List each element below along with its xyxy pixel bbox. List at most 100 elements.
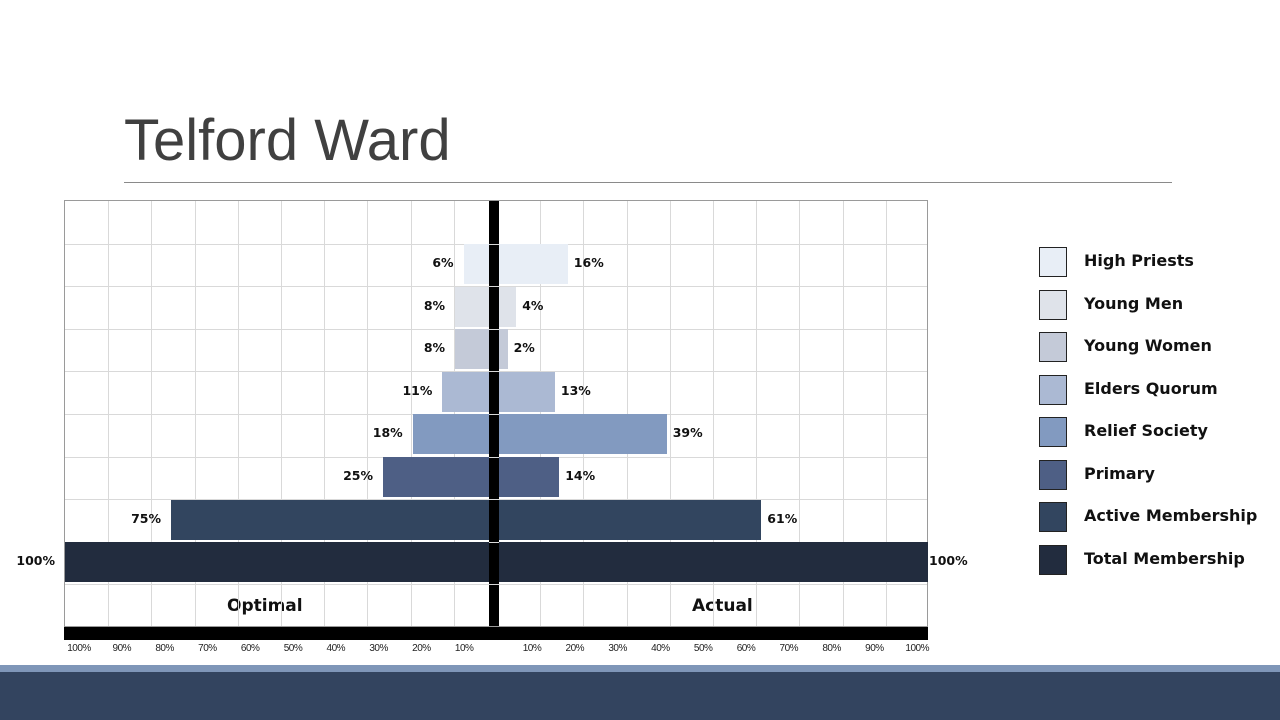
legend-item-high-priests: High Priests — [1039, 247, 1269, 277]
legend-label: Primary — [1084, 463, 1155, 483]
x-axis-bar — [64, 627, 928, 640]
value-label-optimal-primary: 25% — [343, 468, 373, 483]
x-tick-right: 70% — [779, 643, 799, 654]
footer-band — [0, 672, 1280, 720]
gridline-horizontal — [65, 328, 927, 330]
legend-swatch — [1039, 374, 1067, 405]
legend-label: Active Membership — [1084, 506, 1258, 525]
x-tick-left: 10% — [454, 643, 474, 654]
bar-optimal-relief-society — [412, 414, 489, 455]
gridline-vertical — [626, 201, 628, 626]
legend-item-young-women: Young Women — [1039, 332, 1269, 362]
bar-optimal-total-membership — [65, 542, 489, 583]
x-tick-right: 10% — [522, 643, 542, 654]
value-label-actual-high-priests: 16% — [573, 255, 604, 270]
legend-swatch — [1039, 417, 1067, 447]
legend-item-primary: Primary — [1039, 459, 1269, 490]
legend-item-young-men: Young Men — [1039, 289, 1269, 320]
gridline-horizontal — [65, 584, 927, 586]
x-tick-right: 80% — [822, 643, 841, 654]
legend-swatch — [1039, 332, 1067, 362]
value-label-actual-total-membership: 100% — [929, 553, 968, 569]
x-tick-right: 90% — [865, 643, 884, 654]
value-label-actual-young-women: 2% — [513, 340, 535, 356]
x-tick-left: 50% — [283, 643, 303, 654]
gridline-horizontal — [65, 371, 927, 373]
bar-actual-young-men — [499, 286, 517, 327]
legend-swatch — [1039, 247, 1067, 277]
bar-actual-young-women — [499, 329, 508, 370]
value-label-actual-primary: 14% — [565, 468, 596, 483]
gridline-vertical — [669, 201, 671, 626]
x-tick-left: 60% — [240, 643, 260, 654]
bar-optimal-young-women — [455, 329, 489, 370]
bar-actual-primary — [499, 457, 560, 497]
slide-title: Telford Ward — [124, 108, 451, 173]
bar-actual-active-membership — [499, 499, 762, 540]
value-label-optimal-elders-quorum: 11% — [402, 382, 433, 398]
legend-item-elders-quorum: Elders Quorum — [1039, 374, 1269, 405]
legend-label: Young Men — [1084, 293, 1184, 313]
gridline-horizontal — [65, 541, 927, 543]
gridline-vertical — [583, 201, 585, 626]
x-tick-left: 70% — [198, 643, 217, 654]
gridline-vertical — [540, 201, 542, 626]
gridline-vertical — [410, 201, 412, 626]
x-tick-right: 40% — [651, 643, 670, 654]
footer-accent-stripe — [0, 665, 1280, 672]
gridline-horizontal — [65, 414, 927, 415]
bar-actual-high-priests — [499, 244, 568, 284]
value-label-optimal-young-men: 8% — [423, 297, 446, 313]
gridline-vertical — [713, 201, 714, 626]
value-label-actual-young-men: 4% — [522, 297, 544, 313]
x-tick-left: 80% — [155, 643, 174, 654]
x-tick-left: 20% — [412, 643, 431, 654]
gridline-vertical — [237, 201, 239, 626]
bar-optimal-elders-quorum — [442, 371, 489, 412]
x-tick-right: 60% — [736, 643, 756, 654]
x-tick-right: 100% — [905, 643, 929, 654]
gridline-vertical — [756, 201, 758, 626]
value-label-actual-elders-quorum: 13% — [560, 382, 591, 398]
value-label-actual-active-membership: 61% — [767, 510, 798, 526]
gridline-vertical — [194, 201, 196, 626]
gridline-horizontal — [65, 499, 927, 501]
x-tick-left: 90% — [112, 643, 132, 654]
gridline-vertical — [151, 201, 153, 626]
legend-item-total-membership: Total Membership — [1039, 544, 1269, 575]
legend-label: Young Women — [1084, 336, 1212, 355]
gridline-vertical — [842, 201, 844, 626]
bar-actual-relief-society — [499, 414, 667, 455]
x-tick-left: 30% — [369, 643, 388, 654]
legend-item-relief-society: Relief Society — [1039, 417, 1269, 447]
legend-swatch — [1039, 502, 1067, 532]
x-tick-left: 100% — [67, 643, 91, 654]
gridline-vertical — [799, 201, 801, 626]
legend-label: Elders Quorum — [1084, 378, 1218, 398]
value-label-optimal-total-membership: 100% — [16, 553, 55, 569]
actual-label: Actual — [692, 596, 753, 616]
legend-swatch — [1039, 289, 1067, 320]
gridline-vertical — [885, 201, 887, 626]
value-label-optimal-high-priests: 6% — [432, 255, 454, 270]
bar-actual-elders-quorum — [499, 371, 555, 412]
bar-optimal-active-membership — [171, 499, 489, 540]
legend-item-active-membership: Active Membership — [1039, 502, 1269, 532]
bar-actual-total-membership — [499, 542, 928, 583]
gridline-horizontal — [65, 243, 927, 245]
optimal-label: Optimal — [227, 596, 303, 616]
legend-label: High Priests — [1084, 251, 1194, 270]
title-divider — [124, 182, 1172, 183]
legend-swatch — [1039, 544, 1067, 575]
value-label-actual-relief-society: 39% — [672, 425, 703, 441]
value-label-optimal-active-membership: 75% — [131, 510, 161, 526]
gridline-vertical — [453, 201, 455, 626]
bar-optimal-high-priests — [463, 244, 489, 284]
legend-label: Relief Society — [1084, 421, 1208, 440]
legend-label: Total Membership — [1084, 548, 1245, 568]
legend-swatch — [1039, 459, 1067, 490]
x-tick-left: 40% — [326, 643, 346, 654]
x-tick-right: 30% — [608, 643, 627, 654]
gridline-horizontal — [65, 286, 927, 288]
gridline-vertical — [281, 201, 282, 626]
